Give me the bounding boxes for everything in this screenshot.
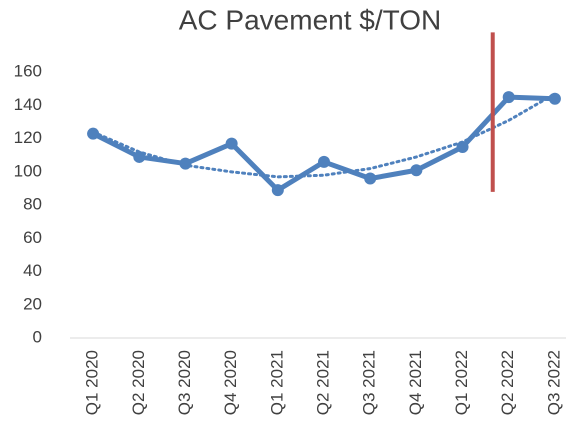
point (364, 172, 377, 185)
x-tick-label: Q2 2020 (129, 350, 148, 415)
y-tick-label: 160 (14, 62, 42, 81)
point (225, 137, 238, 150)
x-tick-label: Q2 2021 (313, 350, 332, 415)
x-tick-label: Q1 2020 (83, 350, 102, 415)
y-tick-label: 40 (23, 261, 42, 280)
x-tick-label: Q3 2021 (360, 350, 379, 415)
series-line (90, 94, 558, 193)
x-tick-label: Q2 2022 (498, 350, 517, 415)
x-tick-label: Q1 2022 (452, 350, 471, 415)
x-tick-label: Q1 2021 (267, 350, 286, 415)
y-tick-label: 60 (23, 228, 42, 247)
point (271, 184, 284, 197)
y-tick-label: 140 (14, 95, 42, 114)
x-tick-label: Q3 2022 (544, 350, 563, 415)
x-tick-label: Q3 2020 (175, 350, 194, 415)
x-tick-label: Q4 2020 (221, 350, 240, 415)
x-tick-label: Q4 2021 (406, 350, 425, 415)
point (87, 127, 100, 140)
y-tick-label: 80 (23, 195, 42, 214)
point (502, 91, 515, 104)
trend-line (91, 92, 557, 179)
chart-title: AC Pavement $/TON (179, 4, 441, 35)
y-tick-label: 20 (23, 294, 42, 313)
point (318, 155, 330, 168)
point (410, 164, 423, 177)
point (179, 157, 192, 170)
y-tick-label: 0 (33, 327, 42, 346)
y-tick-label: 100 (14, 161, 42, 180)
y-tick-label: 120 (14, 128, 42, 147)
